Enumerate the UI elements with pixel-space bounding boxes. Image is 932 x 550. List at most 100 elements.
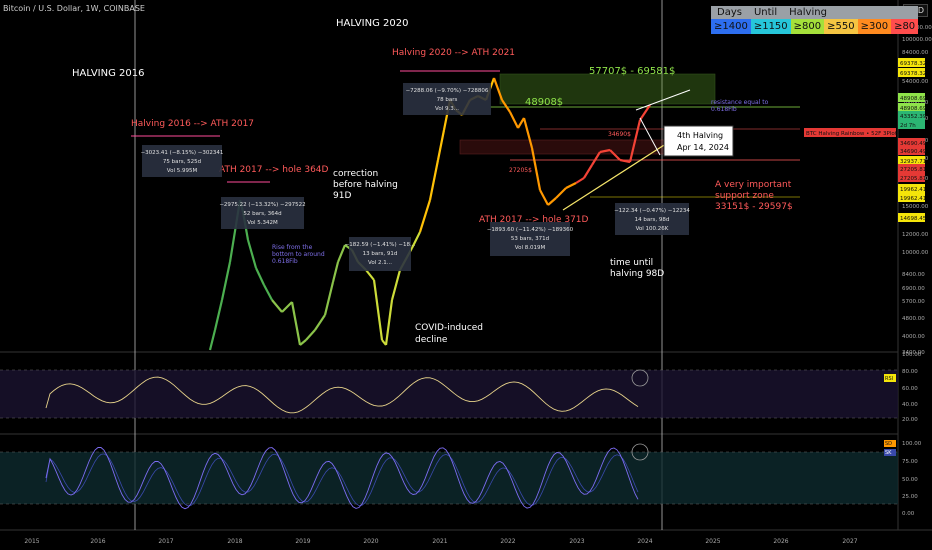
- price-segment: [547, 197, 557, 206]
- price-segment: [583, 164, 593, 179]
- annotation: 33151$ - 29597$: [715, 202, 793, 212]
- measurement-text: Vol 9.3...: [435, 106, 459, 112]
- annotation: 34690$: [608, 131, 631, 138]
- price-segment: [555, 187, 567, 199]
- measurement-text: −122.34 (−0.47%) −12234: [614, 208, 690, 214]
- projection-arrow: [639, 117, 661, 156]
- price-tick: 84000.00: [902, 50, 929, 56]
- stoch-tick: 75.00: [902, 459, 918, 465]
- price-segment: [609, 149, 621, 161]
- rsi-highlight-circle: [631, 369, 649, 387]
- annotation: Halving 2020 --> ATH 2021: [392, 48, 515, 58]
- price-tag-label: 32937.71: [900, 159, 926, 165]
- price-segment: [336, 244, 347, 263]
- price-tag: [898, 68, 925, 77]
- price-segment: [428, 159, 440, 201]
- price-tag-label: 27205.81: [900, 167, 926, 173]
- days-cell-4: ≥300: [857, 19, 892, 34]
- price-segment: [263, 284, 273, 301]
- time-tick: 2020: [363, 538, 378, 545]
- price-tag: [898, 146, 925, 155]
- price-tick: 6900.00: [902, 286, 925, 292]
- annotation: time until: [610, 258, 653, 268]
- measurement-box: [490, 222, 570, 256]
- stoch-sk-label: SK: [885, 450, 892, 456]
- measurement-text: Vol 8.019M: [515, 245, 546, 251]
- measurement-text: −7288.06 (−9.70%) −728806: [406, 88, 489, 94]
- price-segment: [305, 329, 316, 341]
- price-segment: [299, 339, 307, 346]
- measurement-text: 52 bars, 364d: [243, 211, 281, 217]
- days-cell-0: ≥1400: [711, 19, 751, 34]
- stoch-sd-badge: [884, 440, 896, 447]
- price-segment: [619, 158, 631, 164]
- price-segment: [228, 224, 238, 263]
- measurement-text: Vol 5.995M: [167, 168, 198, 174]
- annotation: correction: [333, 169, 378, 179]
- stoch-sd-label: SD: [885, 441, 892, 447]
- annotation: decline: [415, 335, 448, 345]
- time-tick: 2015: [24, 538, 39, 545]
- price-segment: [591, 151, 601, 166]
- price-tag: [898, 156, 925, 165]
- price-tick: 15000.00: [902, 204, 929, 210]
- stoch-highlight-circle: [631, 443, 649, 461]
- measurement-text: −3023.41 (−8.15%) −302341: [141, 150, 224, 156]
- rsi-tick: 40.00: [902, 402, 918, 408]
- symbol-title: Bitcoin / U.S. Dollar, 1W, COINBASE: [3, 4, 145, 13]
- price-tag-label: 43352.39: [900, 114, 927, 120]
- days-cell-5: ≥80: [891, 19, 919, 34]
- price-segment: [220, 261, 232, 301]
- price-segment: [599, 148, 611, 154]
- halving-label: HALVING 2016: [72, 68, 144, 79]
- time-tick: 2025: [705, 538, 720, 545]
- days-table-header: Days Until Halving: [711, 6, 919, 19]
- rsi-badge-label: RSI: [885, 376, 893, 382]
- price-segment: [372, 279, 384, 341]
- time-tick: 2027: [842, 538, 857, 545]
- price-segment: [517, 117, 525, 129]
- price-tag-label: 34690.49: [900, 149, 927, 155]
- price-segment: [246, 239, 258, 269]
- price-tick: 100000.00: [902, 37, 932, 43]
- price-tag: [898, 111, 925, 120]
- price-segment: [384, 299, 394, 346]
- price-segment: [331, 261, 340, 283]
- price-segment: [314, 314, 326, 331]
- price-tag: [804, 128, 896, 137]
- price-tag-label: 19962.41: [900, 187, 926, 193]
- annotation: support zone: [715, 191, 774, 201]
- measurement-text: −2975.22 (−13.32%) −297522: [219, 202, 305, 208]
- price-tag-label: 14698.45: [900, 216, 927, 222]
- price-tag: [898, 173, 925, 182]
- price-tag: [898, 58, 925, 67]
- days-cell-3: ≥550: [824, 19, 858, 34]
- price-segment: [530, 147, 542, 191]
- price-tag-label: 69378.32: [900, 61, 926, 67]
- price-tick: 10000.00: [902, 250, 929, 256]
- annotation: resistance equal to: [711, 99, 769, 106]
- measurement-text: −182.59 (−1.41%) −18...: [345, 242, 416, 248]
- days-until-halving-table: Days Until Halving ≥1400 ≥1150 ≥800 ≥550 ≥30…: [711, 6, 919, 34]
- measurement-box: [142, 145, 222, 177]
- time-tick: 2026: [773, 538, 788, 545]
- callout-line-2: Apr 14, 2024: [677, 143, 729, 152]
- annotation: before halving: [333, 180, 398, 190]
- measurement-text: Vol 5.342M: [247, 220, 278, 226]
- measurement-text: 53 bars, 371d: [511, 236, 549, 242]
- annotation: Halving 2016 --> ATH 2017: [131, 119, 254, 129]
- days-cell-1: ≥1150: [750, 19, 791, 34]
- price-tag-label: 34690.49: [900, 141, 927, 147]
- resistance-zone: [499, 73, 716, 105]
- measurement-text: −1893.60 (−11.42%) −189360: [487, 227, 574, 233]
- annotation: 0.618Fib: [272, 258, 298, 265]
- price-segment: [509, 111, 519, 129]
- measurement-box: [221, 197, 304, 229]
- measurement-text: 78 bars: [437, 97, 458, 103]
- price-tag-label: 69378.32: [900, 71, 926, 77]
- annotation: 48908$: [525, 97, 563, 108]
- stoch-tick: 100.00: [902, 441, 922, 447]
- price-tick: 4000.00: [902, 334, 925, 340]
- price-segment: [208, 329, 217, 351]
